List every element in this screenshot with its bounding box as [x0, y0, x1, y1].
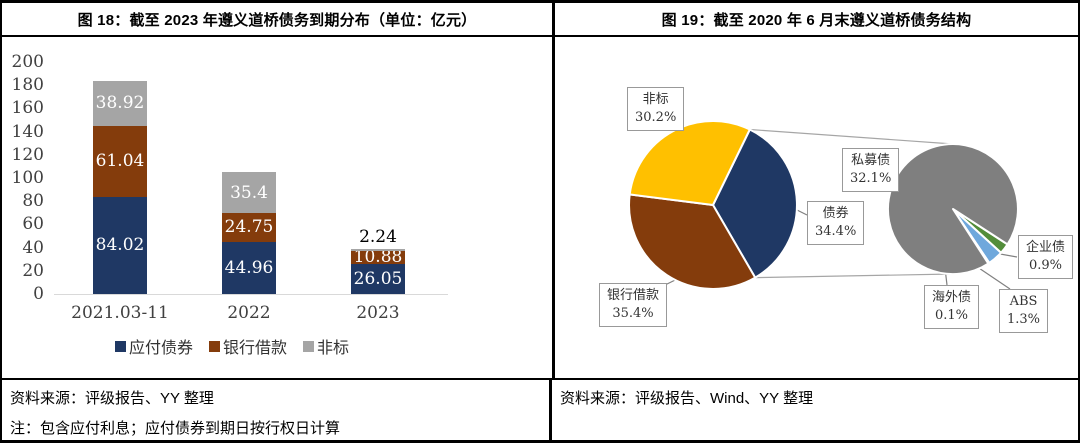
pie-of-pie-chart: 债券 34.4% 银行借款 35.4% 非标 30.2% 企业债 0.9% ABS 1.3% 海外债… [555, 37, 1078, 378]
pie-slice [628, 193, 757, 290]
legend-label: 应付债券 [128, 338, 193, 357]
pie-callout-label: 海外债 [932, 290, 972, 305]
pie-callout: 债券 34.4% [807, 201, 865, 245]
pie-slice [628, 120, 751, 206]
pie-callout: 私募债 32.1% [842, 148, 900, 192]
bar-segment [222, 213, 276, 242]
y-axis-tick-label: 120 [11, 144, 44, 165]
pie-callout-value: 32.1% [850, 171, 892, 186]
leader-line [749, 128, 954, 145]
right-footer: 资料来源：评级报告、Wind、YY 整理 [552, 380, 1078, 440]
pie-callout: 非标 30.2% [627, 87, 685, 131]
y-axis-tick-label: 0 [33, 284, 44, 304]
bar-value-label: 44.96 [224, 257, 274, 278]
pie-callout-value: 1.3% [1007, 312, 1041, 327]
pie-callout-label: 私募债 [851, 153, 891, 168]
legend-item: 非标 [303, 334, 349, 358]
stacked-bar-chart: 0 20 40 60 80 100 120 140 160 180 200 84.02 61.04 38.… [2, 37, 555, 378]
pie-callout-label: 银行借款 [607, 288, 660, 303]
y-axis-tick-label: 200 [11, 52, 44, 72]
pie-callout-value: 0.9% [1028, 258, 1063, 273]
bar-segment [93, 125, 147, 197]
legend: 应付债券 银行借款 非标 [12, 334, 452, 358]
legend-swatch [303, 340, 314, 352]
bar-value-label: 38.92 [95, 93, 145, 114]
x-axis-category-label: 2022 [227, 303, 271, 323]
pie-svg [628, 120, 1019, 290]
pie-callout-value: 30.2% [635, 110, 677, 125]
x-axis-category-label: 2023 [356, 303, 400, 323]
bar-segment [351, 263, 405, 294]
x-axis-line [54, 294, 448, 295]
legend-swatch [114, 340, 126, 352]
bar-segment [351, 248, 405, 252]
y-axis-tick-label: 180 [11, 75, 44, 96]
pie-callout: ABS 1.3% [999, 289, 1049, 333]
y-axis-tick-label: 40 [22, 237, 44, 258]
right-source-text: 资料来源：评级报告、Wind、YY 整理 [560, 390, 814, 407]
legend-item: 应付债券 [114, 334, 193, 358]
y-axis-tick-label: 60 [22, 214, 44, 235]
bar-segment [93, 196, 147, 294]
bar-plot-area: 0 20 40 60 80 100 120 140 160 180 200 84.02 61.04 38.… [2, 37, 552, 378]
y-axis-tick-label: 20 [22, 260, 44, 281]
y-axis-tick-label: 100 [11, 168, 44, 188]
bar-segment [222, 241, 276, 294]
pie-callout: 银行借款 35.4% [599, 283, 668, 327]
bar-value-label: 84.02 [95, 235, 145, 256]
pie-slice [886, 143, 1019, 275]
bar-value-label: 24.75 [224, 217, 274, 238]
y-axis-tick-label: 80 [22, 191, 44, 212]
y-axis-tick-label: 140 [11, 121, 44, 142]
left-footer: 资料来源：评级报告、YY 整理 注：包含应付利息；应付债券到期日按行权日计算 [2, 380, 552, 440]
bar-value-label: 10.88 [353, 247, 403, 268]
charts-row: 0 20 40 60 80 100 120 140 160 180 200 84.02 61.04 38.… [2, 37, 1078, 380]
left-source-text: 资料来源：评级报告、YY 整理 [10, 390, 214, 407]
bar-value-label: 61.04 [95, 151, 145, 172]
y-axis-tick-label: 160 [11, 98, 44, 119]
bar-value-label: 26.05 [353, 268, 403, 289]
bar-value-label: 35.4 [230, 182, 268, 203]
legend-swatch [208, 340, 220, 352]
pie-callout-value: 34.4% [815, 224, 857, 239]
legend-item: 银行借款 [208, 334, 287, 358]
x-axis-category-label: 2021.03-11 [71, 303, 169, 323]
pie-callout-label: 非标 [642, 92, 669, 107]
pie-callout-label: 债券 [822, 206, 849, 221]
left-chart-title: 图 18：截至 2023 年遵义道桥债务到期分布（单位：亿元） [2, 3, 555, 35]
title-row: 图 18：截至 2023 年遵义道桥债务到期分布（单位：亿元） 图 19：截至 … [2, 3, 1078, 37]
legend-label: 非标 [317, 338, 350, 357]
bar-segment [222, 172, 276, 214]
bar-value-label: 2.24 [359, 226, 397, 247]
pie-plot-area: 债券 34.4% 银行借款 35.4% 非标 30.2% 企业债 0.9% ABS 1.3% 海外债… [555, 37, 1078, 378]
pie-callout-value: 35.4% [612, 306, 654, 321]
legend-label: 银行借款 [222, 338, 287, 357]
leader-line [755, 273, 954, 279]
left-note-text: 注：包含应付利息；应付债券到期日按行权日计算 [10, 420, 341, 437]
footer-row: 资料来源：评级报告、YY 整理 注：包含应付利息；应付债券到期日按行权日计算 资… [2, 380, 1078, 440]
pie-callout-label: 企业债 [1026, 240, 1066, 255]
pie-callout-label: ABS [1009, 294, 1038, 309]
bar-segment [351, 251, 405, 264]
right-chart-title: 图 19：截至 2020 年 6 月末遵义道桥债务结构 [661, 11, 972, 29]
pie-callout-value: 0.1% [934, 308, 969, 323]
pie-callout: 海外债 0.1% [924, 285, 980, 329]
pie-callout: 企业债 0.9% [1018, 235, 1074, 279]
bar-segment [93, 80, 147, 126]
